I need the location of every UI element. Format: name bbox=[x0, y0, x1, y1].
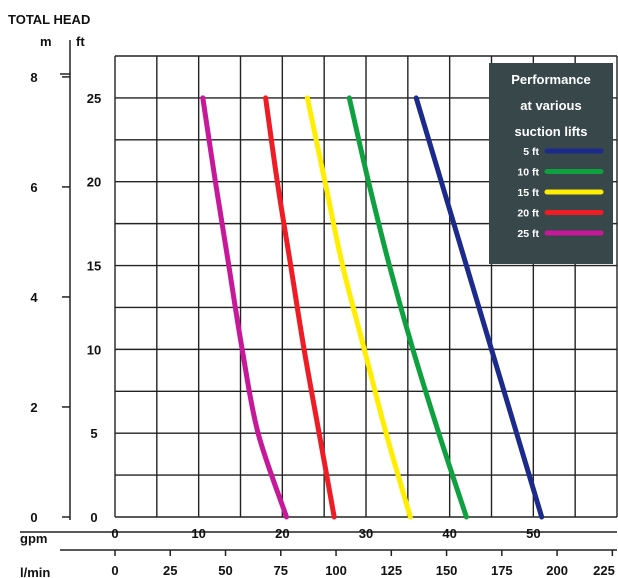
curve-15-ft bbox=[304, 95, 413, 520]
ft-tick-label: 15 bbox=[87, 259, 101, 274]
curve-25-ft bbox=[200, 95, 289, 520]
ft-tick-label: 0 bbox=[90, 510, 97, 525]
legend: Performance at various suction lifts 5 ft 10… bbox=[489, 63, 613, 264]
gpm-tick-label: 30 bbox=[359, 526, 373, 541]
legend-entry-label: 5 ft bbox=[523, 146, 539, 158]
lmin-tick-label: 125 bbox=[380, 563, 402, 578]
legend-entry-label: 15 ft bbox=[517, 187, 539, 199]
ft-tick-label: 5 bbox=[90, 426, 97, 441]
x-bottom-unit: l/min bbox=[20, 565, 50, 578]
legend-entry-label: 10 ft bbox=[517, 167, 539, 179]
m-tick-label: 0 bbox=[30, 510, 37, 525]
y-right-unit: ft bbox=[76, 34, 85, 49]
m-tick-label: 8 bbox=[30, 70, 37, 85]
gpm-tick-label: 50 bbox=[526, 526, 540, 541]
lmin-tick-label: 150 bbox=[436, 563, 458, 578]
legend-title-line: suction lifts bbox=[515, 124, 588, 139]
gpm-tick-label: 10 bbox=[191, 526, 205, 541]
legend-entry-label: 20 ft bbox=[517, 208, 539, 220]
legend-title-line: Performance bbox=[511, 72, 590, 87]
y-left-unit: m bbox=[40, 34, 52, 49]
curve-5-ft bbox=[413, 95, 545, 520]
axes: 0 2 4 6 8 0 5 10 15 20 25 0 10 20 30 40 50 0 25 50 75 100 125 1… bbox=[20, 40, 617, 578]
lmin-tick-label: 200 bbox=[546, 563, 568, 578]
m-tick-label: 2 bbox=[30, 400, 37, 415]
lmin-tick-label: 50 bbox=[218, 563, 232, 578]
x-top-unit: gpm bbox=[20, 531, 47, 546]
lmin-tick-label: 75 bbox=[274, 563, 288, 578]
curve-10-ft bbox=[346, 95, 469, 520]
performance-curves bbox=[200, 95, 545, 520]
gpm-tick-label: 0 bbox=[111, 526, 118, 541]
legend-entry-label: 25 ft bbox=[517, 228, 539, 240]
m-tick-label: 4 bbox=[30, 290, 38, 305]
lmin-tick-label: 100 bbox=[325, 563, 347, 578]
legend-title-line: at various bbox=[520, 98, 581, 113]
ft-tick-label: 25 bbox=[87, 91, 101, 106]
lmin-tick-label: 175 bbox=[491, 563, 513, 578]
gpm-tick-label: 20 bbox=[275, 526, 289, 541]
lmin-tick-label: 25 bbox=[163, 563, 177, 578]
ft-tick-label: 10 bbox=[87, 342, 101, 357]
gpm-tick-label: 40 bbox=[442, 526, 456, 541]
ft-tick-label: 20 bbox=[87, 175, 101, 190]
m-tick-label: 6 bbox=[30, 180, 37, 195]
chart-title: TOTAL HEAD bbox=[8, 12, 90, 27]
lmin-tick-label: 0 bbox=[111, 563, 118, 578]
curve-20-ft bbox=[263, 95, 337, 520]
lmin-tick-label: 225 bbox=[593, 563, 615, 578]
